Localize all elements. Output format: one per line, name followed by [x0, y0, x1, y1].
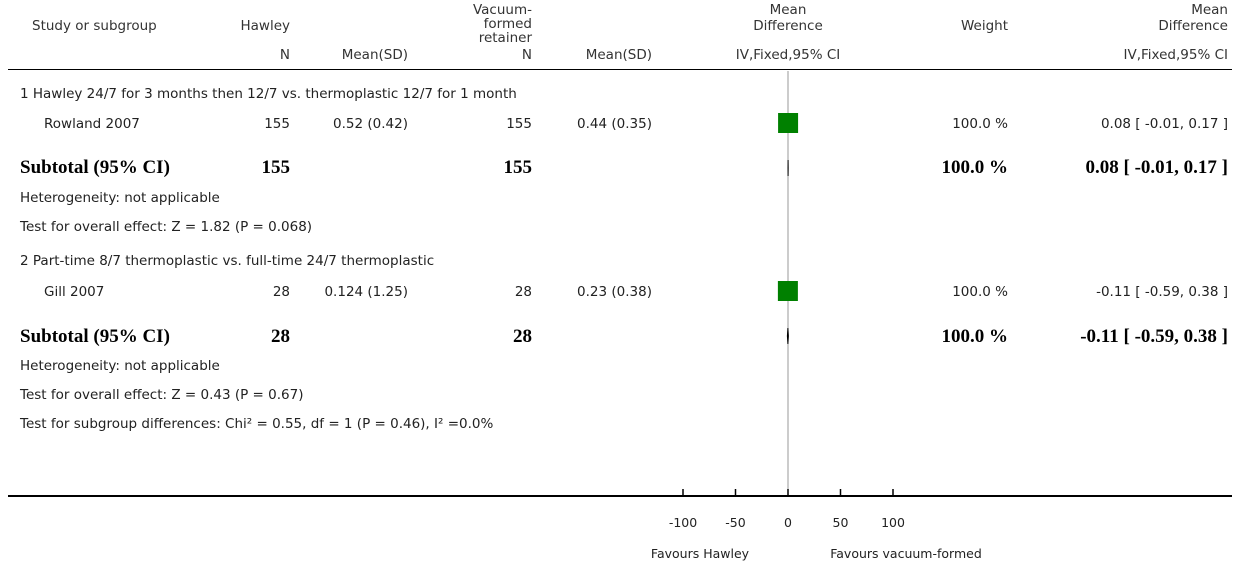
study-gill-weight: 100.0 % [952, 284, 1008, 300]
header-vacuum-line3: retainer [478, 30, 532, 46]
study-gill-ci: -0.11 [ -0.59, 0.38 ] [1096, 284, 1228, 300]
header-md2-line2: Difference [1158, 18, 1228, 34]
favours-right-label: Favours vacuum-formed [830, 546, 982, 561]
subgroup-1-title: 1 Hawley 24/7 for 3 months then 12/7 vs.… [20, 86, 517, 102]
study-rowland-weight: 100.0 % [952, 116, 1008, 132]
header-vacuum-line1: Vacuum- [472, 2, 532, 18]
study-rowland-n1: 155 [264, 116, 290, 132]
header-n2: N [521, 47, 532, 63]
subtotal-1-weight: 100.0 % [941, 157, 1009, 178]
header-md2-line1: Mean [1191, 2, 1228, 18]
x-tick-label-1: -50 [725, 515, 745, 530]
subtotal-2-n1: 28 [271, 326, 290, 347]
favours-left-label: Favours Hawley [650, 546, 750, 561]
subgroup-differences: Test for subgroup differences: Chi² = 0.… [20, 416, 494, 432]
header-study: Study or subgroup [32, 18, 157, 34]
subtotal-1-n1: 155 [261, 157, 291, 178]
subtotal-2-n2: 28 [513, 326, 532, 347]
header-meansd1: Mean(SD) [341, 47, 408, 63]
subtotal-2-ci: -0.11 [ -0.59, 0.38 ] [1080, 326, 1228, 347]
study-rowland-name: Rowland 2007 [44, 116, 140, 132]
study-gill-n2: 28 [514, 284, 532, 300]
header-method: IV,Fixed,95% CI [735, 47, 841, 63]
subgroup-1-heterogeneity: Heterogeneity: not applicable [20, 190, 220, 206]
subtotal-2-label: Subtotal (95% CI) [20, 326, 170, 347]
header-meansd2: Mean(SD) [585, 47, 652, 63]
bottom-rule [8, 495, 1232, 497]
header-rule [8, 69, 1232, 70]
subgroup-1-overall-effect: Test for overall effect: Z = 1.82 (P = 0… [20, 219, 313, 235]
study-rowland-ci: 0.08 [ -0.01, 0.17 ] [1100, 116, 1228, 132]
header-vacuum-line2: formed [483, 16, 532, 32]
subtotal-diamond-1 [786, 327, 789, 345]
study-square-1 [777, 281, 798, 301]
x-tick-label-4: 100 [881, 515, 905, 530]
subgroup-2-title: 2 Part-time 8/7 thermoplastic vs. full-t… [20, 253, 435, 269]
study-gill-meansd1: 0.124 (1.25) [324, 284, 408, 300]
header-n1: N [279, 47, 290, 63]
subtotal-1-ci: 0.08 [ -0.01, 0.17 ] [1085, 157, 1228, 178]
header-md-line1: Mean [769, 2, 807, 18]
subtotal-1-label: Subtotal (95% CI) [20, 157, 170, 178]
study-gill-name: Gill 2007 [44, 284, 105, 300]
study-rowland-n2: 155 [506, 116, 532, 132]
subtotal-1-n2: 155 [503, 157, 533, 178]
study-gill-meansd2: 0.23 (0.38) [577, 284, 652, 300]
x-tick-label-3: 50 [833, 515, 849, 530]
study-gill-n1: 28 [272, 284, 290, 300]
subgroup-2-heterogeneity: Heterogeneity: not applicable [20, 358, 220, 374]
header-method2: IV,Fixed,95% CI [1123, 47, 1229, 63]
study-rowland-meansd2: 0.44 (0.35) [577, 116, 652, 132]
x-tick-label-0: -100 [669, 515, 697, 530]
header-hawley: Hawley [240, 18, 290, 34]
study-square-0 [778, 113, 799, 133]
subgroup-2-overall-effect: Test for overall effect: Z = 0.43 (P = 0… [20, 387, 304, 403]
header-md-line2: Difference [753, 18, 823, 34]
x-tick-label-2: 0 [784, 515, 792, 530]
header-weight: Weight [960, 18, 1008, 34]
subtotal-2-weight: 100.0 % [941, 326, 1009, 347]
study-rowland-meansd1: 0.52 (0.42) [333, 116, 408, 132]
